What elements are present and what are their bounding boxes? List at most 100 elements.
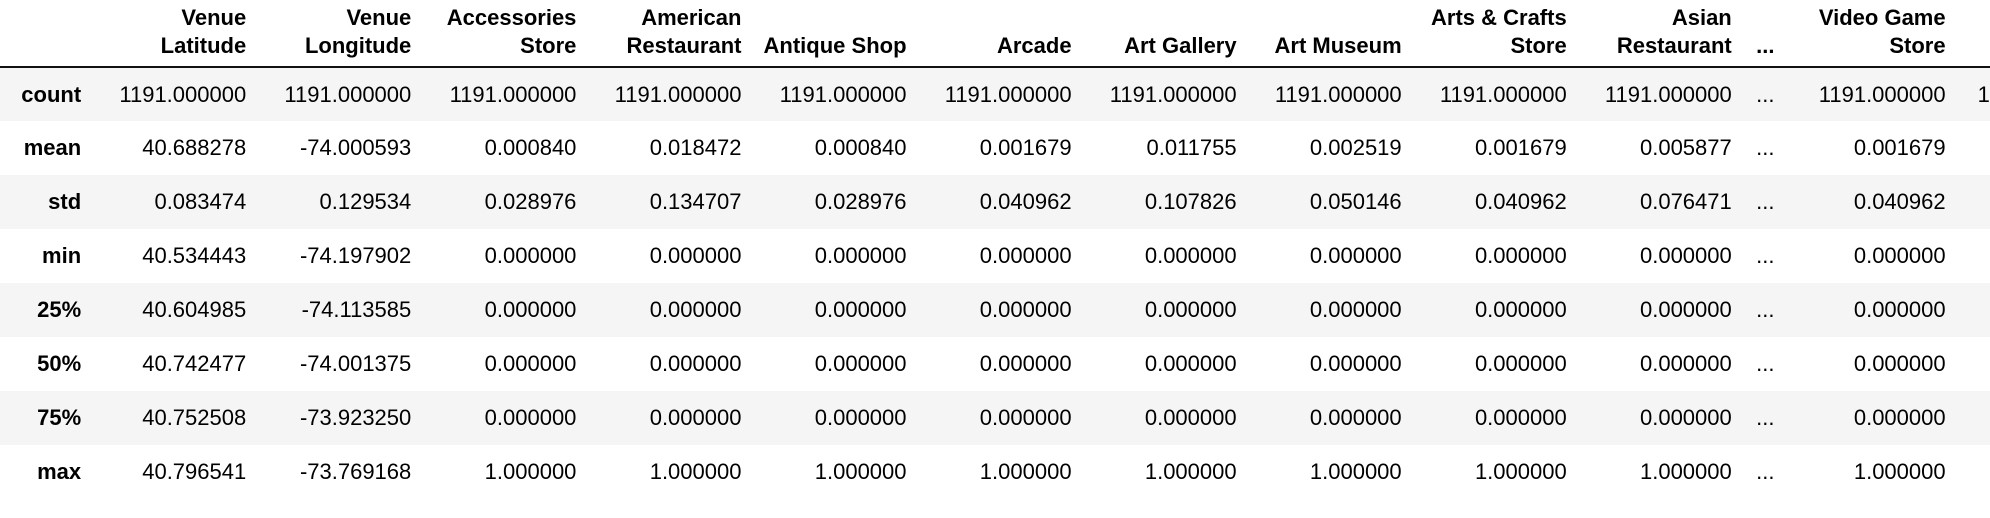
table-cell: 0.000000 xyxy=(649,405,742,430)
table-row: 75% 40.752508 -73.923250 0.000000 0.000000 0.… xyxy=(0,391,1990,445)
table-cell: 1.000000 xyxy=(649,459,742,484)
truncated-cell xyxy=(1960,445,1990,499)
table-body: count 1191.000000 1191.000000 1191.000000 11… xyxy=(0,67,1990,499)
table-cell: 0.000000 xyxy=(1853,297,1946,322)
table-row: max 40.796541 -73.769168 1.000000 1.000000 1.… xyxy=(0,445,1990,499)
table-cell: -74.113585 xyxy=(301,297,412,322)
table-cell: 40.534443 xyxy=(142,243,247,268)
truncated-cell xyxy=(1960,175,1990,229)
ellipsis-cell: ... xyxy=(1756,243,1775,268)
table-cell: 1191.000000 xyxy=(614,81,742,107)
table-cell: 40.688278 xyxy=(142,135,247,160)
table-row: count 1191.000000 1191.000000 1191.000000 11… xyxy=(0,67,1990,121)
table-cell: 0.000000 xyxy=(814,405,907,430)
table-header: Venue Latitude Venue Longitude Accessori… xyxy=(0,0,1990,67)
ellipsis-cell: ... xyxy=(1756,297,1775,322)
table-cell: 0.000840 xyxy=(484,135,577,160)
table-cell: 40.604985 xyxy=(142,297,247,322)
table-cell: 0.000000 xyxy=(484,405,577,430)
table-cell: 0.001679 xyxy=(979,135,1072,160)
table-cell: 0.000000 xyxy=(1144,405,1237,430)
column-header: Art Gallery xyxy=(1124,33,1237,58)
truncated-column-header xyxy=(1960,0,1990,67)
table-cell: 1191.000000 xyxy=(119,81,247,107)
ellipsis-cell: ... xyxy=(1756,459,1775,484)
table-cell: 0.000000 xyxy=(484,297,577,322)
table-cell: 1191.000000 xyxy=(1109,81,1237,107)
table-cell: 40.796541 xyxy=(142,459,247,484)
column-header: Venue Longitude xyxy=(304,5,412,58)
table-cell: -74.000593 xyxy=(299,135,412,160)
ellipsis-cell: ... xyxy=(1756,405,1775,430)
index-header-cell xyxy=(0,0,95,67)
table-cell: 0.000000 xyxy=(814,351,907,376)
table-cell: 0.040962 xyxy=(979,189,1072,214)
table-cell: 0.000000 xyxy=(649,297,742,322)
table-cell: -73.769168 xyxy=(299,459,412,484)
table-cell: 1191.000000 xyxy=(779,81,907,107)
table-row: std 0.083474 0.129534 0.028976 0.134707 0.028… xyxy=(0,175,1990,229)
table-cell: 1191.000000 xyxy=(1274,81,1402,107)
table-row: mean 40.688278 -74.000593 0.000840 0.018472 0… xyxy=(0,121,1990,175)
table-cell: 0.000000 xyxy=(1474,405,1567,430)
table-cell: 1191.000000 xyxy=(1439,81,1567,107)
table-row: min 40.534443 -74.197902 0.000000 0.000000 0.… xyxy=(0,229,1990,283)
table-row: 50% 40.742477 -74.001375 0.000000 0.000000 0.… xyxy=(0,337,1990,391)
table-cell: 0.000000 xyxy=(1144,351,1237,376)
table-cell: 0.028976 xyxy=(814,189,907,214)
truncated-cell xyxy=(1960,121,1990,175)
row-index-label: min xyxy=(42,243,82,268)
describe-table: Venue Latitude Venue Longitude Accessori… xyxy=(0,0,1990,499)
row-index-label: 50% xyxy=(37,351,82,376)
table-cell: 0.076471 xyxy=(1639,189,1732,214)
column-header: American Restaurant xyxy=(626,5,742,58)
table-cell: 0.000000 xyxy=(649,351,742,376)
table-cell: 40.742477 xyxy=(142,351,247,376)
table-cell: -74.197902 xyxy=(299,243,412,268)
table-cell: 0.000000 xyxy=(814,243,907,268)
table-cell: 0.000000 xyxy=(1853,243,1946,268)
table-cell: 0.000000 xyxy=(1639,351,1732,376)
table-cell: 0.000000 xyxy=(1309,297,1402,322)
table-cell: 1191.000000 xyxy=(1818,81,1946,107)
truncated-cell xyxy=(1960,391,1990,445)
table-cell: 0.000000 xyxy=(1639,297,1732,322)
table-cell: 0.000000 xyxy=(1144,243,1237,268)
table-cell: 1191.000000 xyxy=(449,81,577,107)
table-cell: 0.000000 xyxy=(979,243,1072,268)
truncated-cell xyxy=(1960,337,1990,391)
table-cell: 1191.000000 xyxy=(284,81,412,107)
truncated-cell xyxy=(1960,283,1990,337)
table-cell: 0.000000 xyxy=(1309,243,1402,268)
table-cell: 0.134707 xyxy=(649,189,742,214)
ellipsis-cell: ... xyxy=(1756,189,1775,214)
table-cell: 1.000000 xyxy=(1144,459,1237,484)
row-index-label: 75% xyxy=(37,405,82,430)
header-row: Venue Latitude Venue Longitude Accessori… xyxy=(0,0,1990,67)
column-header: Antique Shop xyxy=(763,33,907,58)
ellipsis-cell: ... xyxy=(1756,81,1775,107)
table-cell: 0.028976 xyxy=(484,189,577,214)
table-cell: 0.107826 xyxy=(1144,189,1237,214)
truncated-cell: 1 xyxy=(1977,81,1990,107)
table-cell: 0.000000 xyxy=(979,351,1072,376)
table-cell: 0.000000 xyxy=(979,297,1072,322)
table-cell: 0.000000 xyxy=(1639,243,1732,268)
table-cell: 1191.000000 xyxy=(1604,81,1732,107)
table-cell: 0.050146 xyxy=(1309,189,1402,214)
table-cell: 0.000000 xyxy=(979,405,1072,430)
table-cell: 0.005877 xyxy=(1639,135,1732,160)
table-cell: 1191.000000 xyxy=(944,81,1072,107)
table-cell: 0.011755 xyxy=(1146,135,1237,160)
table-cell: 0.129534 xyxy=(319,189,412,214)
table-cell: 0.000000 xyxy=(484,243,577,268)
table-cell: 1.000000 xyxy=(814,459,907,484)
table-cell: 0.000000 xyxy=(484,351,577,376)
table-cell: 1.000000 xyxy=(484,459,577,484)
table-cell: 0.000840 xyxy=(814,135,907,160)
truncated-cell xyxy=(1960,229,1990,283)
table-cell: 0.083474 xyxy=(154,189,247,214)
table-cell: 1.000000 xyxy=(979,459,1072,484)
table-cell: 0.000000 xyxy=(1474,351,1567,376)
